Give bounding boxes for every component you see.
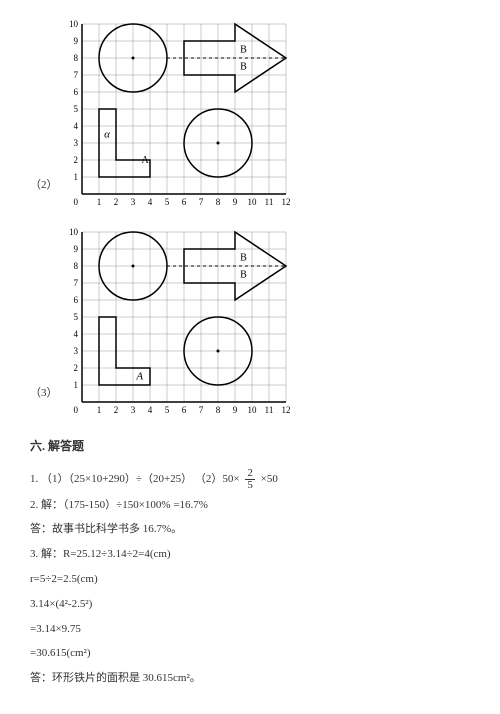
svg-text:4: 4 — [147, 197, 152, 207]
svg-text:7: 7 — [73, 70, 78, 80]
svg-text:A: A — [141, 155, 149, 166]
svg-text:10: 10 — [69, 20, 79, 29]
frac-den: 5 — [245, 480, 255, 491]
fraction: 2 5 — [245, 468, 255, 491]
svg-text:9: 9 — [73, 244, 78, 254]
svg-text:3: 3 — [73, 346, 78, 356]
problem-3-step1: 3. 解：R=25.12÷3.14÷2=4(cm) — [30, 545, 470, 565]
problem-3-step3: 3.14×(4²-2.5²) — [30, 595, 470, 615]
problem-2: 2. 解：（175-150）÷150×100% =16.7% — [30, 496, 470, 516]
svg-text:5: 5 — [73, 104, 78, 114]
svg-text:2: 2 — [113, 197, 118, 207]
svg-text:5: 5 — [164, 197, 169, 207]
svg-text:9: 9 — [232, 405, 237, 415]
svg-text:8: 8 — [215, 197, 220, 207]
problem-3-step2: r=5÷2=2.5(cm) — [30, 570, 470, 590]
svg-text:3: 3 — [73, 138, 78, 148]
answer-2: 答：故事书比科学书多 16.7%。 — [30, 520, 470, 540]
grid-figure: 123456789101112012345678910BBαA — [64, 20, 290, 208]
svg-text:B: B — [240, 62, 247, 73]
svg-text:4: 4 — [73, 329, 78, 339]
svg-text:2: 2 — [73, 363, 78, 373]
svg-text:8: 8 — [73, 261, 78, 271]
section-title: 六. 解答题 — [30, 436, 470, 458]
p1-text-b: ×50 — [261, 473, 278, 485]
svg-text:1: 1 — [96, 197, 101, 207]
svg-text:7: 7 — [198, 405, 203, 415]
svg-text:3: 3 — [130, 405, 135, 415]
svg-text:0: 0 — [73, 197, 78, 207]
svg-text:1: 1 — [73, 172, 78, 182]
svg-text:3: 3 — [130, 197, 135, 207]
svg-text:8: 8 — [215, 405, 220, 415]
svg-text:6: 6 — [181, 197, 186, 207]
svg-text:9: 9 — [232, 197, 237, 207]
svg-text:4: 4 — [73, 121, 78, 131]
svg-text:12: 12 — [281, 405, 290, 415]
frac-num: 2 — [245, 468, 255, 480]
svg-text:2: 2 — [73, 155, 78, 165]
answer-3: 答：环形铁片的面积是 30.615cm²。 — [30, 669, 470, 689]
svg-text:12: 12 — [281, 197, 290, 207]
svg-text:6: 6 — [73, 87, 78, 97]
svg-text:1: 1 — [96, 405, 101, 415]
problem-3-step5: =30.615(cm²) — [30, 644, 470, 664]
svg-text:10: 10 — [247, 405, 257, 415]
figure-label: （2） — [30, 176, 58, 196]
svg-text:5: 5 — [164, 405, 169, 415]
problem-1: 1. （1）（25×10+290）÷（20+25） （2）50× 2 5 ×50 — [30, 468, 470, 491]
svg-text:10: 10 — [69, 228, 79, 237]
svg-text:11: 11 — [264, 405, 273, 415]
svg-text:6: 6 — [181, 405, 186, 415]
svg-text:α: α — [104, 129, 110, 141]
figure-block: （3）123456789101112012345678910BBA — [30, 228, 470, 416]
svg-text:9: 9 — [73, 36, 78, 46]
svg-text:A: A — [135, 371, 143, 383]
svg-text:B: B — [240, 270, 247, 281]
svg-text:11: 11 — [264, 197, 273, 207]
svg-text:B: B — [240, 253, 247, 264]
svg-text:7: 7 — [198, 197, 203, 207]
svg-text:4: 4 — [147, 405, 152, 415]
svg-text:B: B — [240, 45, 247, 56]
svg-text:7: 7 — [73, 278, 78, 288]
svg-text:10: 10 — [247, 197, 257, 207]
svg-text:8: 8 — [73, 53, 78, 63]
p1-text-a: 1. （1）（25×10+290）÷（20+25） （2）50× — [30, 473, 240, 485]
figure-block: （2）123456789101112012345678910BBαA — [30, 20, 470, 208]
svg-text:0: 0 — [73, 405, 78, 415]
grid-figure: 123456789101112012345678910BBA — [64, 228, 290, 416]
svg-text:1: 1 — [73, 380, 78, 390]
svg-text:2: 2 — [113, 405, 118, 415]
svg-text:6: 6 — [73, 295, 78, 305]
problem-3-step4: =3.14×9.75 — [30, 620, 470, 640]
figure-label: （3） — [30, 384, 58, 404]
svg-text:5: 5 — [73, 312, 78, 322]
